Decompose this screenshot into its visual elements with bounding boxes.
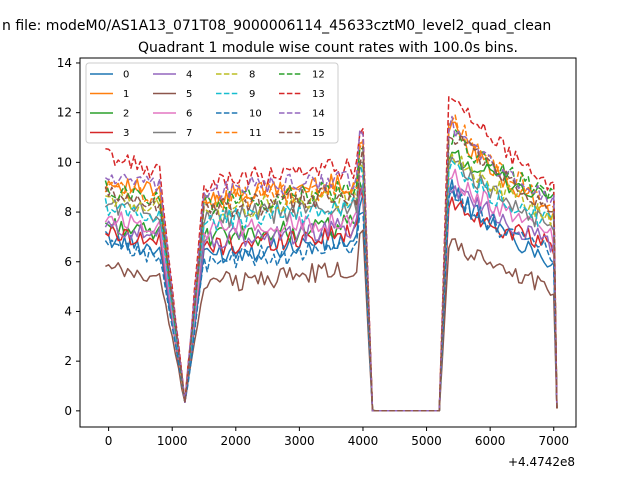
x-offset-label: +4.4742e8 [508, 455, 575, 469]
y-tick-label: 6 [64, 255, 72, 269]
series-line-14 [104, 115, 558, 412]
x-tick-label: 1000 [157, 434, 188, 448]
legend-label-4: 4 [186, 70, 192, 81]
series-line-13 [105, 96, 558, 412]
series-lines [104, 96, 558, 412]
y-axis-ticks: 0 2 4 6 8 10 12 14 [57, 56, 80, 418]
series-line-10 [104, 186, 558, 412]
figure-suptitle: n file: modeM0/AS1A13_071T08_9000006114_… [2, 18, 551, 34]
legend-label-7: 7 [186, 128, 192, 139]
x-tick-label: 0 [105, 434, 113, 448]
series-line-9 [104, 160, 558, 412]
legend-label-3: 3 [123, 128, 129, 139]
legend-label-14: 14 [312, 109, 325, 120]
legend-label-0: 0 [123, 70, 129, 81]
legend-label-13: 13 [312, 89, 325, 100]
x-tick-label: 6000 [475, 434, 506, 448]
legend-label-8: 8 [249, 70, 255, 81]
series-line-5 [105, 229, 558, 412]
y-tick-label: 12 [57, 106, 72, 120]
legend-box [85, 62, 339, 144]
x-axis-ticks: 0 1000 2000 3000 4000 5000 6000 7000 [105, 427, 569, 448]
series-line-15 [104, 133, 558, 412]
series-line-12 [104, 128, 558, 412]
legend-label-2: 2 [123, 109, 129, 120]
x-tick-label: 7000 [538, 434, 569, 448]
y-tick-label: 0 [64, 404, 72, 418]
x-tick-label: 2000 [221, 434, 252, 448]
legend-label-10: 10 [249, 109, 262, 120]
legend-label-11: 11 [249, 128, 262, 139]
legend-label-15: 15 [312, 128, 325, 139]
axes-frame [79, 57, 577, 428]
series-line-8 [105, 153, 558, 412]
x-tick-label: 5000 [411, 434, 442, 448]
legend-label-1: 1 [123, 89, 129, 100]
plot-area: 0 1000 2000 3000 4000 5000 6000 7000 0246810121… [57, 56, 577, 448]
y-tick-label: 2 [64, 354, 72, 368]
x-tick-label: 4000 [348, 434, 379, 448]
legend-label-5: 5 [186, 89, 192, 100]
x-tick-label: 3000 [284, 434, 315, 448]
chart-title: Quadrant 1 module wise count rates with … [138, 40, 518, 56]
y-tick-label: 14 [57, 56, 72, 70]
legend-label-12: 12 [312, 70, 325, 81]
y-tick-label: 4 [64, 304, 72, 318]
legend-label-6: 6 [186, 109, 192, 120]
legend-label-9: 9 [249, 89, 255, 100]
series-line-6 [104, 168, 558, 412]
y-tick-label: 8 [64, 205, 72, 219]
y-tick-label: 10 [57, 155, 72, 169]
